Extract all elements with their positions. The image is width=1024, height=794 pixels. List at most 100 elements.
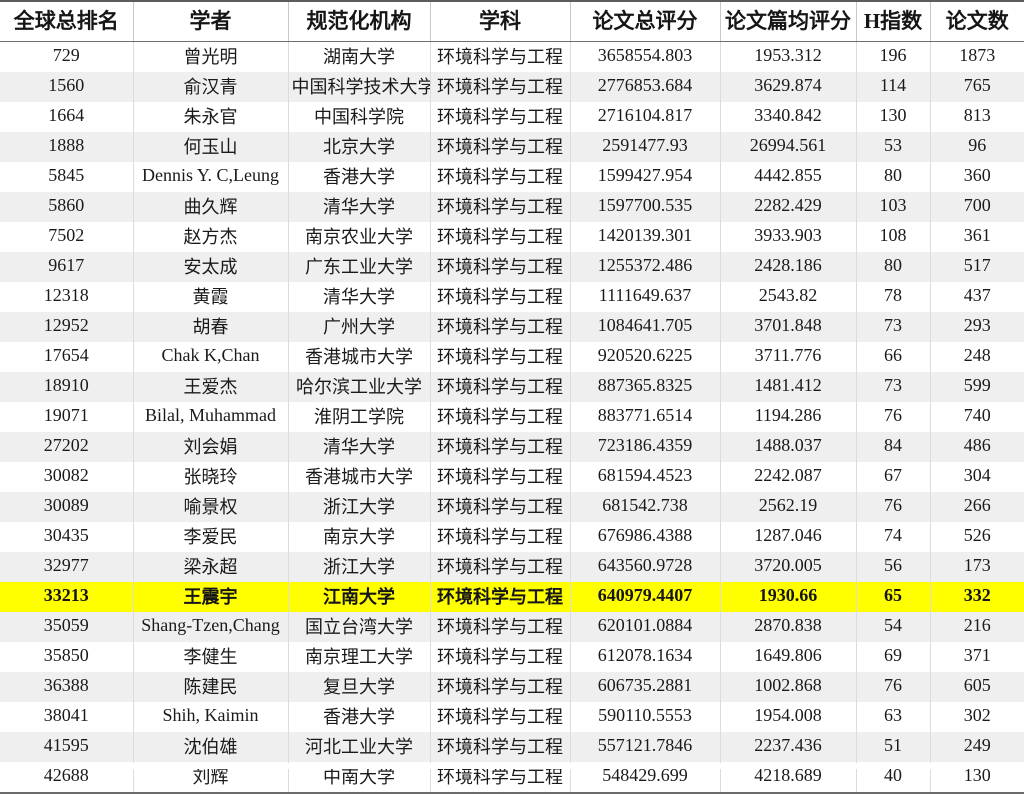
h-index-cell: 76: [856, 671, 931, 702]
table-row[interactable]: 729 曾光明 湖南大学 环境科学与工程 3658554.803 1953.312 196 1…: [0, 41, 1024, 72]
total-score-cell: 606735.2881: [570, 671, 721, 702]
total-score-cell: 676986.4388: [570, 521, 721, 552]
table-row[interactable]: 41595 沈伯雄 河北工业大学 环境科学与工程 557121.7846 2237.436…: [0, 731, 1024, 762]
discipline-cell: 环境科学与工程: [430, 611, 571, 642]
avg-score-cell: 1953.312: [720, 41, 857, 72]
table-row[interactable]: 27202 刘会娟 清华大学 环境科学与工程 723186.4359 1488.037 84…: [0, 431, 1024, 462]
table-row[interactable]: 30082 张晓玲 香港城市大学 环境科学与工程 681594.4523 2242.087…: [0, 461, 1024, 492]
avg-score-cell: 1930.66: [720, 581, 857, 612]
table-row[interactable]: 36388 陈建民 复旦大学 环境科学与工程 606735.2881 1002.868 76…: [0, 671, 1024, 702]
table-row[interactable]: 35850 李健生 南京理工大学 环境科学与工程 612078.1634 1649.806…: [0, 641, 1024, 672]
total-score-cell: 1420139.301: [570, 221, 721, 252]
table-row[interactable]: 1664 朱永官 中国科学院 环境科学与工程 2716104.817 3340.842 13…: [0, 101, 1024, 132]
table-row[interactable]: 35059 Shang-Tzen,Chang 国立台湾大学 环境科学与工程 620101…: [0, 611, 1024, 642]
scholar-cell: 梁永超: [133, 551, 289, 582]
avg-score-cell: 3701.848: [720, 311, 857, 342]
institution-cell: 浙江大学: [288, 551, 431, 582]
institution-cell: 浙江大学: [288, 491, 431, 522]
scholar-cell: 黄霞: [133, 281, 289, 312]
table-row[interactable]: 30089 喻景权 浙江大学 环境科学与工程 681542.738 2562.19 76 26…: [0, 491, 1024, 522]
scholar-cell: 朱永官: [133, 101, 289, 132]
total-score-cell: 1111649.637: [570, 281, 721, 312]
h-index-cell: 108: [856, 221, 931, 252]
scholar-cell: 张晓玲: [133, 461, 289, 492]
column-header-global-rank[interactable]: 全球总排名: [0, 0, 134, 42]
table-row[interactable]: 12318 黄霞 清华大学 环境科学与工程 1111649.637 2543.82 78 43…: [0, 281, 1024, 312]
table-row[interactable]: 1560 俞汉青 中国科学技术大学 环境科学与工程 2776853.684 3629.87…: [0, 71, 1024, 102]
institution-cell: 湖南大学: [288, 41, 431, 72]
rank-cell: 5860: [0, 191, 134, 222]
avg-score-cell: 2242.087: [720, 461, 857, 492]
column-header-institution[interactable]: 规范化机构: [288, 0, 431, 42]
column-header-avg-score[interactable]: 论文篇均评分: [720, 0, 857, 42]
table-row[interactable]: 19071 Bilal, Muhammad 淮阴工学院 环境科学与工程 883771.6…: [0, 401, 1024, 432]
column-header-paper-count[interactable]: 论文数: [930, 0, 1024, 42]
table-row[interactable]: 5860 曲久辉 清华大学 环境科学与工程 1597700.535 2282.429 103…: [0, 191, 1024, 222]
table-row[interactable]: 30435 李爱民 南京大学 环境科学与工程 676986.4388 1287.046 74…: [0, 521, 1024, 552]
h-index-cell: 196: [856, 41, 931, 72]
total-score-cell: 3658554.803: [570, 41, 721, 72]
scholar-cell: 安太成: [133, 251, 289, 282]
discipline-cell: 环境科学与工程: [430, 101, 571, 132]
table-row[interactable]: 9617 安太成 广东工业大学 环境科学与工程 1255372.486 2428.186 8…: [0, 251, 1024, 282]
total-score-cell: 557121.7846: [570, 731, 721, 762]
table-row[interactable]: 38041 Shih, Kaimin 香港大学 环境科学与工程 590110.5553 1…: [0, 701, 1024, 732]
avg-score-cell: 1194.286: [720, 401, 857, 432]
scholar-cell: 曾光明: [133, 41, 289, 72]
discipline-cell: 环境科学与工程: [430, 161, 571, 192]
scholar-cell: 俞汉青: [133, 71, 289, 102]
column-header-h-index[interactable]: H指数: [856, 0, 931, 42]
institution-cell: 河北工业大学: [288, 731, 431, 762]
avg-score-cell: 3711.776: [720, 341, 857, 372]
institution-cell: 广州大学: [288, 311, 431, 342]
paper-count-cell: 486: [930, 431, 1024, 462]
column-header-discipline[interactable]: 学科: [430, 0, 571, 42]
avg-score-cell: 2543.82: [720, 281, 857, 312]
institution-cell: 南京农业大学: [288, 221, 431, 252]
h-index-cell: 73: [856, 371, 931, 402]
scholar-cell: 王爱杰: [133, 371, 289, 402]
column-header-scholar[interactable]: 学者: [133, 0, 289, 42]
total-score-cell: 643560.9728: [570, 551, 721, 582]
discipline-cell: 环境科学与工程: [430, 311, 571, 342]
table-header: 全球总排名 学者 规范化机构 学科 论文总评分 论文篇均评分 H指数 论文数: [0, 0, 1024, 42]
total-score-cell: 612078.1634: [570, 641, 721, 672]
table-row[interactable]: 1888 何玉山 北京大学 环境科学与工程 2591477.93 26994.561 53 9…: [0, 131, 1024, 162]
paper-count-cell: 293: [930, 311, 1024, 342]
institution-cell: 中国科学院: [288, 101, 431, 132]
institution-cell: 广东工业大学: [288, 251, 431, 282]
avg-score-cell: 2562.19: [720, 491, 857, 522]
rank-cell: 1560: [0, 71, 134, 102]
table-row[interactable]: 5845 Dennis Y. C,Leung 香港大学 环境科学与工程 1599427.…: [0, 161, 1024, 192]
table-row[interactable]: 32977 梁永超 浙江大学 环境科学与工程 643560.9728 3720.005 56…: [0, 551, 1024, 582]
rank-cell: 35059: [0, 611, 134, 642]
discipline-cell: 环境科学与工程: [430, 431, 571, 462]
scholar-cell: 沈伯雄: [133, 731, 289, 762]
paper-count-cell: 361: [930, 221, 1024, 252]
scholar-cell: 赵方杰: [133, 221, 289, 252]
h-index-cell: 84: [856, 431, 931, 462]
h-index-cell: 80: [856, 161, 931, 192]
discipline-cell: 环境科学与工程: [430, 71, 571, 102]
table-row[interactable]: 12952 胡春 广州大学 环境科学与工程 1084641.705 3701.848 73 2…: [0, 311, 1024, 342]
paper-count-cell: 173: [930, 551, 1024, 582]
h-index-cell: 63: [856, 701, 931, 732]
institution-cell: 香港城市大学: [288, 341, 431, 372]
table-row[interactable]: 18910 王爱杰 哈尔滨工业大学 环境科学与工程 887365.8325 1481.41…: [0, 371, 1024, 402]
h-index-cell: 80: [856, 251, 931, 282]
table-row[interactable]: 17654 Chak K,Chan 香港城市大学 环境科学与工程 920520.6225…: [0, 341, 1024, 372]
rank-cell: 32977: [0, 551, 134, 582]
column-header-total-score[interactable]: 论文总评分: [570, 0, 721, 42]
table-row[interactable]: 33213 王震宇 江南大学 环境科学与工程 640979.4407 1930.66 65 3…: [0, 581, 1024, 612]
paper-count-cell: 304: [930, 461, 1024, 492]
total-score-cell: 2591477.93: [570, 131, 721, 162]
total-score-cell: 723186.4359: [570, 431, 721, 462]
discipline-cell: 环境科学与工程: [430, 641, 571, 672]
scholar-cell: 陈建民: [133, 671, 289, 702]
table-row[interactable]: 7502 赵方杰 南京农业大学 环境科学与工程 1420139.301 3933.903 1…: [0, 221, 1024, 252]
scholar-cell: 胡春: [133, 311, 289, 342]
rank-cell: 7502: [0, 221, 134, 252]
paper-count-cell: 813: [930, 101, 1024, 132]
avg-score-cell: 3933.903: [720, 221, 857, 252]
